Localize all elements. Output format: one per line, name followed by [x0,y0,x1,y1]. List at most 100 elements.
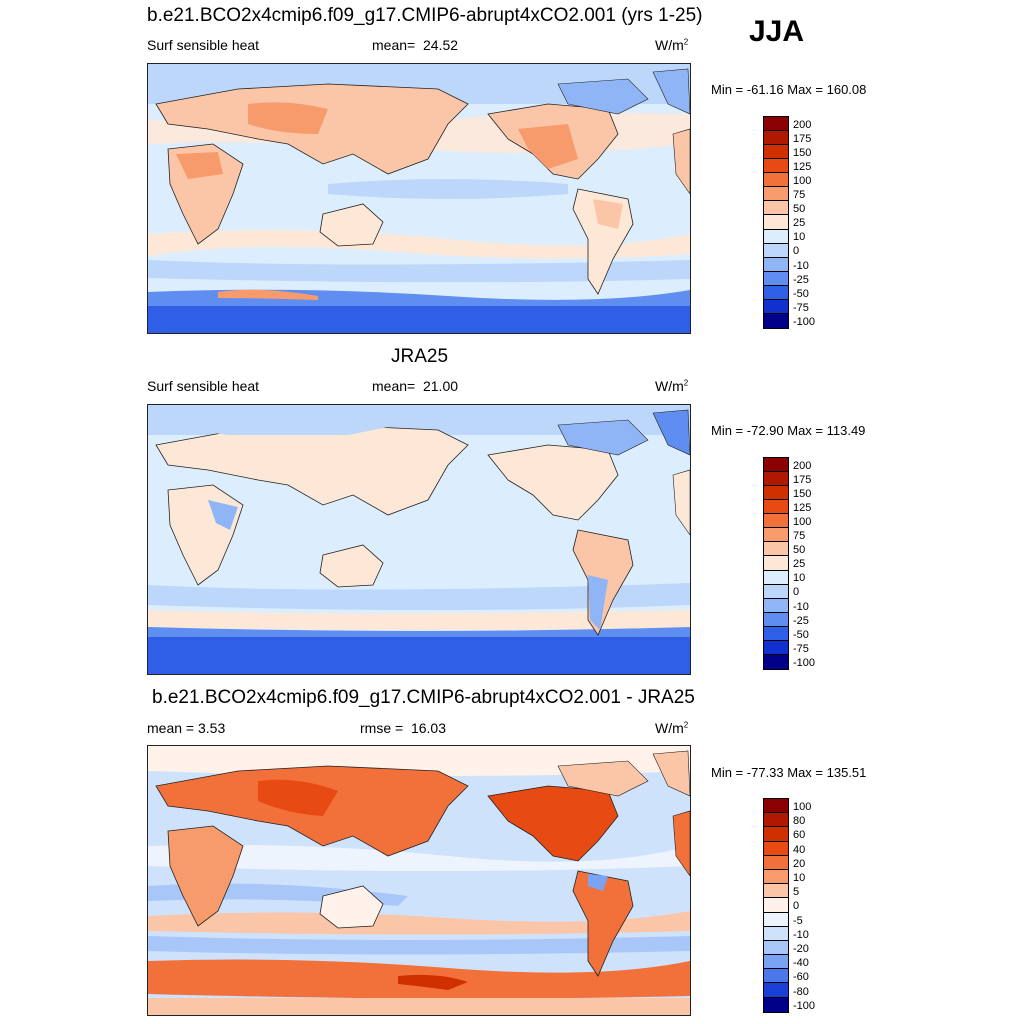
colorbar-swatch [764,855,788,870]
panel-3-units: W/m2 [655,720,689,736]
panel-2-map [147,404,691,675]
colorbar-swatch [764,271,788,286]
colorbar-tick-label: 200 [793,459,812,472]
colorbar-swatch [764,117,788,132]
colorbar-swatch [764,243,788,258]
colorbar-swatch [764,486,788,501]
colorbar-tick-label: 100 [793,516,812,529]
colorbar-tick-label: 20 [793,857,806,870]
colorbar-tick-label: -5 [793,914,803,927]
colorbar-swatch [764,556,788,571]
colorbar-swatch [764,869,788,885]
colorbar-swatch [764,955,788,970]
panel-1-minmax: Min = -61.16 Max = 160.08 [711,82,867,97]
colorbar-tick-label: 75 [793,530,806,543]
colorbar-tick-label: -60 [793,971,809,984]
panel-3-colorbar [763,798,789,1013]
colorbar-swatch [764,654,788,669]
colorbar-swatch [764,813,788,828]
colorbar-tick-label: -75 [793,301,809,314]
panel-1-colorbar [763,116,789,329]
colorbar-tick-label: -80 [793,985,809,998]
colorbar-tick-label: 75 [793,189,806,202]
colorbar-swatch [764,940,788,956]
landmass-south-america [572,870,634,977]
colorbar-tick-label: 80 [793,815,806,828]
colorbar-tick-label: 50 [793,203,806,216]
colorbar-tick-label: 0 [793,586,800,599]
landmass-north-america [487,444,619,521]
colorbar-tick-label: 100 [793,175,812,188]
colorbar-swatch [764,514,788,529]
panel-3-rmse: rmse = 16.03 [360,720,446,736]
panel-2-variable: Surf sensible heat [147,378,260,394]
colorbar-swatch [764,841,788,856]
colorbar-tick-label: 175 [793,473,812,486]
panel-2-minmax: Min = -72.90 Max = 113.49 [711,423,866,438]
colorbar-swatch [764,201,788,216]
colorbar-swatch [764,898,788,913]
colorbar-tick-label: 25 [793,217,806,230]
panel-2-colorbar [763,457,789,670]
panel-3-mean: mean = 3.53 [147,720,226,736]
colorbar-swatch [764,145,788,160]
colorbar-swatch [764,626,788,641]
colorbar-tick-label: 25 [793,558,806,571]
panel-3-map [147,745,691,1016]
colorbar-tick-label: -100 [793,999,816,1012]
panel-2-title: JRA25 [391,346,449,367]
panel-3-rmse-value: 16.03 [410,720,447,736]
colorbar-tick-label: 0 [793,900,800,913]
colorbar-swatch [764,912,788,927]
landmass-north-america [487,785,619,862]
colorbar-tick-label: 0 [793,245,800,258]
colorbar-tick-label: -10 [793,600,809,613]
colorbar-tick-label: -40 [793,957,809,970]
colorbar-tick-label: -75 [793,642,809,655]
colorbar-tick-label: 125 [793,161,812,174]
colorbar-swatch [764,472,788,487]
season-label: JJA [749,15,805,48]
colorbar-swatch [764,131,788,146]
colorbar-swatch [764,215,788,230]
colorbar-tick-label: 10 [793,231,806,244]
colorbar-swatch [764,229,788,244]
colorbar-tick-label: 10 [793,572,806,585]
colorbar-swatch [764,542,788,557]
panel-2-mean-label: mean= [372,378,416,394]
colorbar-swatch [764,827,788,842]
colorbar-tick-label: -50 [793,287,809,300]
colorbar-swatch [764,799,788,814]
colorbar-swatch [764,299,788,314]
landmass-africa [167,825,244,927]
colorbar-swatch [764,570,788,585]
panel-1-map [147,63,691,334]
colorbar-swatch [764,598,788,613]
colorbar-tick-label: -10 [793,259,809,272]
colorbar-swatch [764,584,788,599]
colorbar-swatch [764,257,788,272]
colorbar-tick-label: 5 [793,886,800,899]
panel-1-mean-value: 24.52 [422,37,459,53]
colorbar-tick-label: -25 [793,614,809,627]
colorbar-swatch [764,285,788,300]
panel-1-variable: Surf sensible heat [147,37,260,53]
colorbar-tick-label: -25 [793,273,809,286]
colorbar-swatch [764,500,788,515]
panel-3-rmse-label: rmse = [360,720,404,736]
colorbar-tick-label: 125 [793,502,812,515]
landmass-australia [319,885,384,929]
colorbar-swatch [764,173,788,188]
panel-1-mean: mean= 24.52 [372,37,458,53]
colorbar-tick-label: 10 [793,871,806,884]
colorbar-swatch [764,612,788,627]
colorbar-tick-label: 150 [793,146,812,159]
colorbar-swatch [764,458,788,473]
landmass-australia [319,203,384,247]
colorbar-tick-label: 100 [793,800,812,813]
panel-2-mean: mean= 21.00 [372,378,458,394]
panel-3-title: b.e21.BCO2x4cmip6.f09_g17.CMIP6-abrupt4x… [152,687,695,708]
colorbar-tick-label: 175 [793,132,812,145]
landmass-australia [319,544,384,588]
panel-1-title: b.e21.BCO2x4cmip6.f09_g17.CMIP6-abrupt4x… [147,5,703,26]
